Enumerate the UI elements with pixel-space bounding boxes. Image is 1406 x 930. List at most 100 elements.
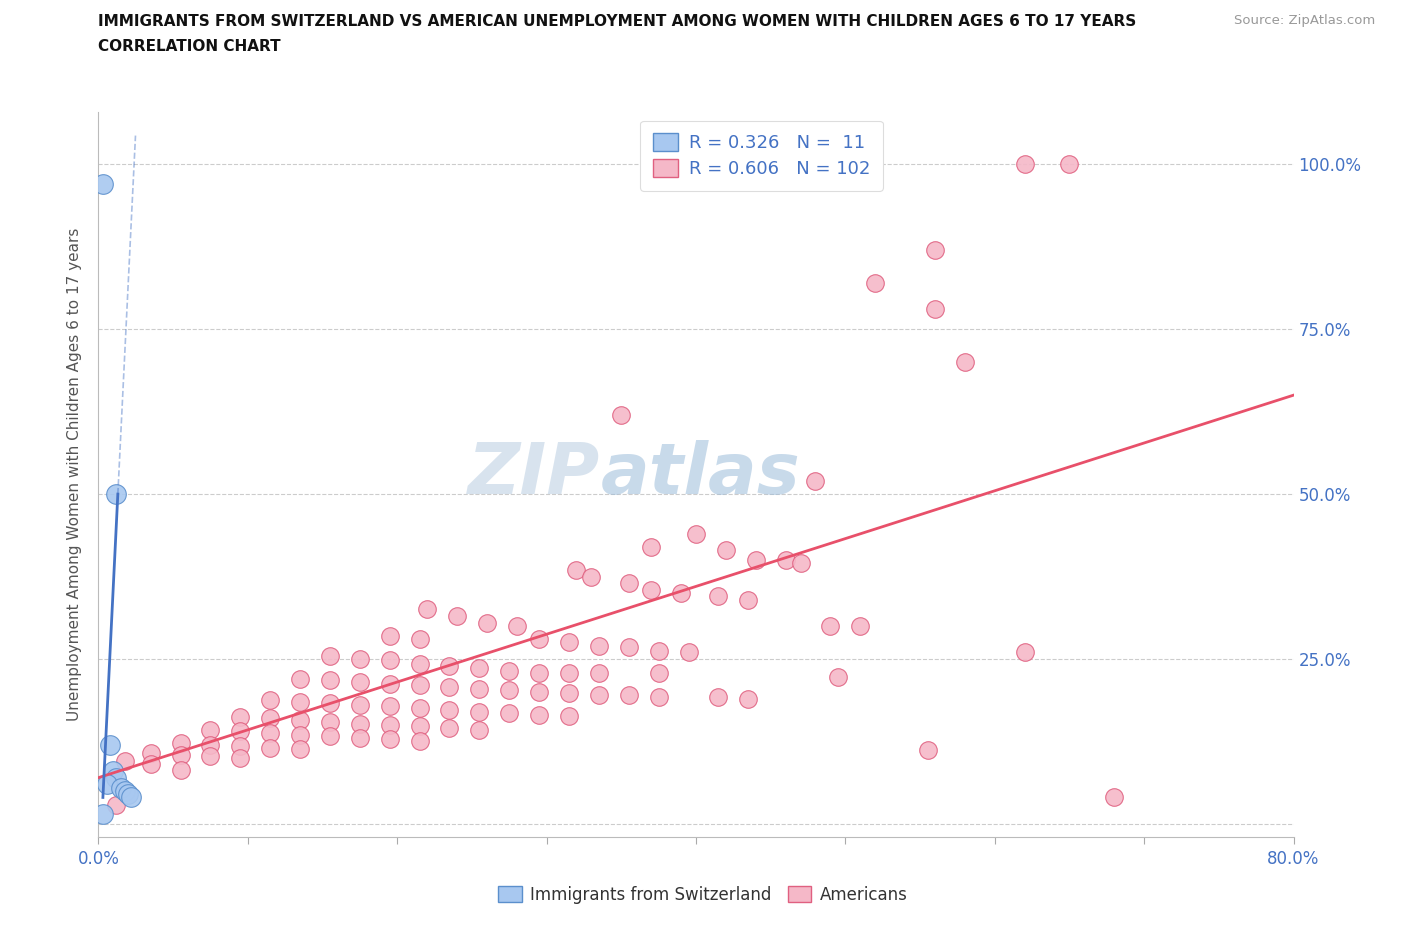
Point (498, 683, 520, 698)
Point (114, 753, 136, 768)
Point (865, 275, 887, 290)
Point (288, 727, 311, 742)
Point (416, 602, 439, 617)
Point (319, 672, 342, 687)
Point (439, 658, 461, 673)
Point (669, 586, 692, 601)
Point (506, 618, 529, 633)
Point (439, 679, 461, 694)
Point (647, 644, 669, 658)
Text: Source: ZipAtlas.com: Source: ZipAtlas.com (1234, 14, 1375, 27)
Point (917, 742, 939, 757)
Point (288, 742, 311, 757)
Point (558, 635, 581, 650)
Point (775, 552, 797, 567)
Point (678, 644, 700, 659)
Point (558, 666, 581, 681)
Point (707, 690, 730, 705)
Point (319, 648, 342, 663)
Point (288, 695, 311, 710)
Point (169, 736, 191, 751)
Point (169, 747, 191, 762)
Point (349, 716, 371, 731)
Point (714, 543, 737, 558)
Point (617, 640, 640, 655)
Point (319, 729, 342, 744)
Point (617, 576, 640, 591)
Point (349, 731, 371, 746)
Point (610, 407, 633, 422)
Point (640, 539, 662, 554)
Point (408, 701, 430, 716)
Point (349, 652, 371, 667)
Point (259, 725, 281, 740)
Point (1104, 790, 1126, 804)
Legend: R = 0.326   N =  11, R = 0.606   N = 102: R = 0.326 N = 11, R = 0.606 N = 102 (640, 121, 883, 191)
Point (707, 589, 730, 604)
Point (820, 618, 842, 633)
Point (565, 563, 588, 578)
Text: CORRELATION CHART: CORRELATION CHART (98, 39, 281, 54)
Point (527, 708, 550, 723)
Point (229, 738, 252, 753)
Point (446, 608, 468, 623)
Point (924, 302, 946, 317)
Point (558, 709, 581, 724)
Point (849, 618, 872, 633)
Point (200, 723, 222, 737)
Point (229, 751, 252, 765)
Point (498, 706, 520, 721)
Point (468, 704, 491, 719)
Point (439, 721, 461, 736)
Point (105, 486, 128, 501)
Point (408, 631, 430, 646)
Point (378, 732, 401, 747)
Point (105, 770, 128, 785)
Point (259, 740, 281, 755)
Point (408, 734, 430, 749)
Point (527, 666, 550, 681)
Point (685, 526, 707, 541)
Point (378, 699, 401, 714)
Point (100, 737, 122, 752)
Point (439, 702, 461, 717)
Text: ZIP: ZIP (468, 440, 600, 509)
Point (91, 177, 114, 192)
Point (789, 556, 811, 571)
Point (924, 243, 946, 258)
Point (169, 763, 191, 777)
Point (640, 582, 662, 597)
Point (114, 783, 136, 798)
Point (588, 666, 610, 681)
Point (378, 717, 401, 732)
Point (200, 737, 222, 752)
Point (408, 719, 430, 734)
Point (349, 698, 371, 712)
Point (288, 671, 311, 686)
Point (468, 681, 491, 696)
Point (468, 660, 491, 675)
Point (378, 653, 401, 668)
Point (617, 688, 640, 703)
Point (96, 777, 118, 791)
Point (117, 787, 139, 802)
Point (349, 674, 371, 689)
Y-axis label: Unemployment Among Women with Children Ages 6 to 17 years: Unemployment Among Women with Children A… (67, 228, 83, 721)
Point (827, 670, 849, 684)
Point (91, 806, 114, 821)
Text: atlas: atlas (600, 440, 800, 509)
Point (103, 764, 125, 778)
Point (319, 696, 342, 711)
Point (588, 638, 610, 653)
Point (468, 722, 491, 737)
Legend: Immigrants from Switzerland, Americans: Immigrants from Switzerland, Americans (491, 878, 915, 912)
Point (737, 592, 759, 607)
Point (229, 710, 252, 724)
Point (737, 691, 759, 706)
Point (558, 685, 581, 700)
Point (588, 687, 610, 702)
Point (527, 631, 550, 646)
Point (259, 711, 281, 725)
Point (110, 780, 132, 795)
Point (475, 616, 498, 631)
